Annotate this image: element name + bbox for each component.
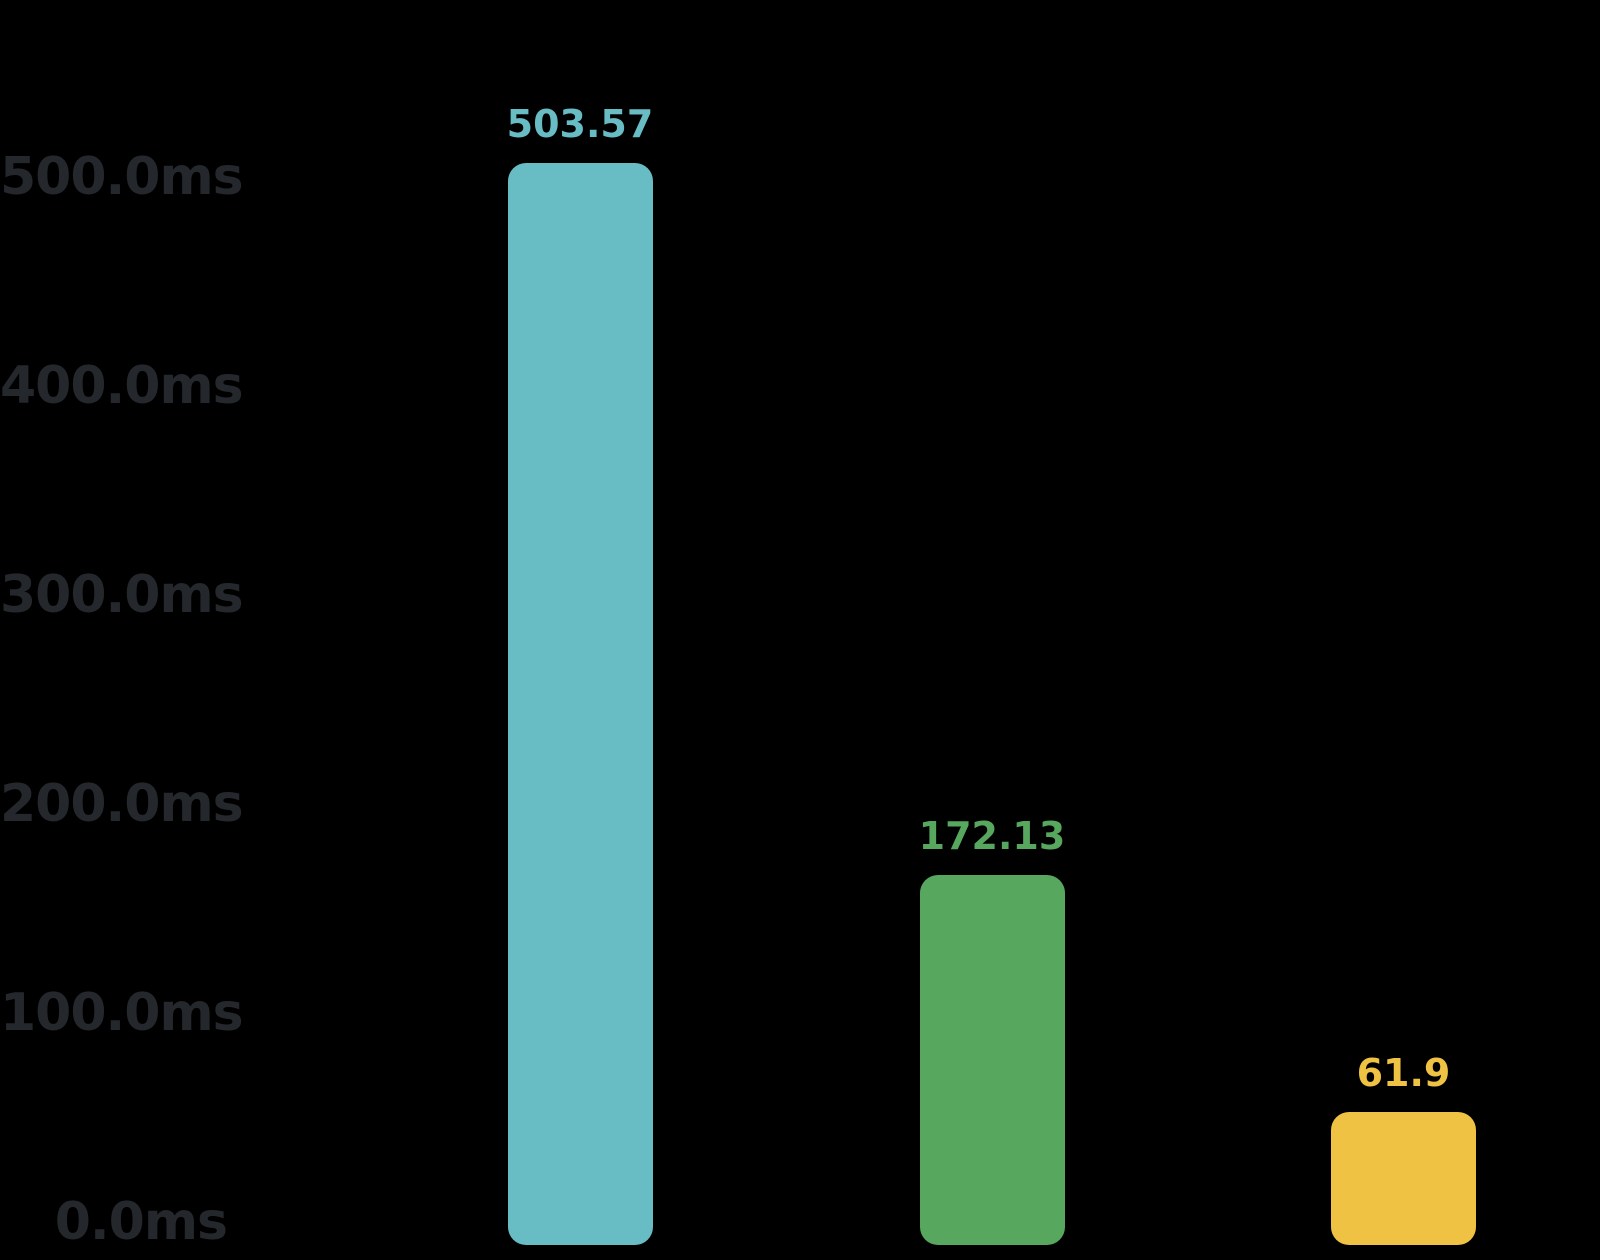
bar-value-label: 61.9 [1356,1051,1451,1095]
bar-series-1 [507,163,653,1245]
y-axis-tick-label: 400.0ms [0,356,244,416]
y-axis-tick-label: 200.0ms [0,774,244,834]
y-axis-tick-label: 500.0ms [0,147,244,207]
y-axis-tick-label: 100.0ms [0,983,244,1043]
bar-series-3 [1331,1112,1476,1245]
y-axis-tick-label: 300.0ms [0,565,244,625]
bar-value-label: 172.13 [918,814,1066,858]
bar-series-2 [919,875,1065,1245]
y-axis-tick-label: 0.0ms [54,1192,228,1252]
bar-value-label: 503.57 [506,102,654,146]
